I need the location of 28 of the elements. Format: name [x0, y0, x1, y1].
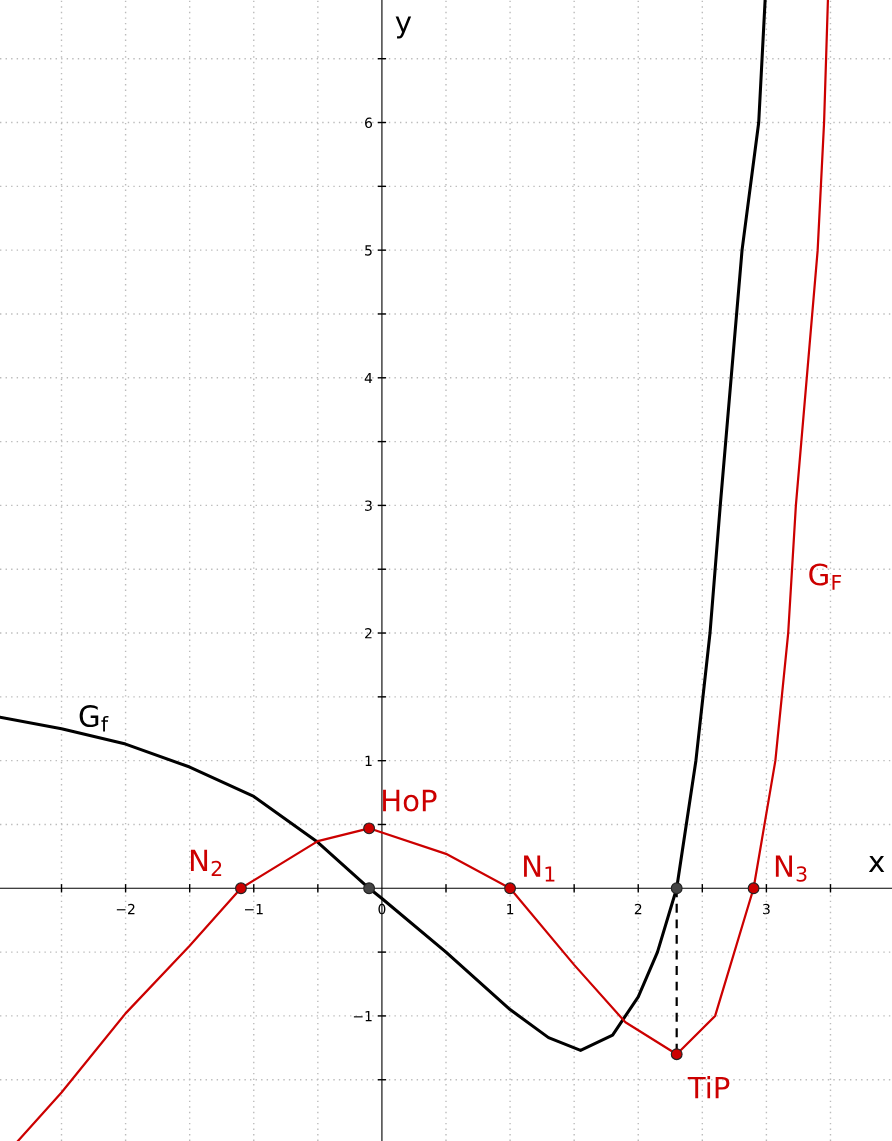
x-tick-label: 1: [507, 904, 514, 915]
x-tick-label: 2: [634, 903, 642, 915]
point: [504, 882, 517, 895]
annotation: N$_{3}$: [775, 855, 807, 882]
line-series: [16, 0, 830, 1141]
point: [747, 882, 760, 895]
annotation: N$_{2}$: [190, 849, 222, 876]
y-tick-label: 4: [364, 372, 373, 384]
y-tick-label: 6: [365, 117, 373, 128]
point: [363, 822, 376, 835]
annotation: G$_{f}$: [79, 705, 109, 732]
x-tick-label: 3: [763, 903, 770, 915]
x-tick-label: −2: [116, 903, 135, 915]
x-tick-label: −1: [244, 904, 263, 915]
point: [670, 882, 683, 895]
annotation: TiP: [687, 1075, 730, 1099]
annotation: G$_{F}$: [809, 563, 842, 590]
x-axis-title: x: [868, 856, 885, 873]
y-tick-label: −1: [353, 1011, 372, 1022]
annotation: N$_{1}$: [524, 855, 555, 882]
annotation: HoP: [383, 789, 437, 812]
y-tick-label: 1: [365, 755, 372, 766]
y-axis-title: y: [395, 16, 412, 39]
y-tick-label: 5: [365, 245, 372, 256]
point: [235, 882, 247, 895]
point: [670, 1048, 683, 1061]
y-tick-label: 2: [365, 628, 372, 639]
y-tick-label: 3: [365, 500, 372, 511]
